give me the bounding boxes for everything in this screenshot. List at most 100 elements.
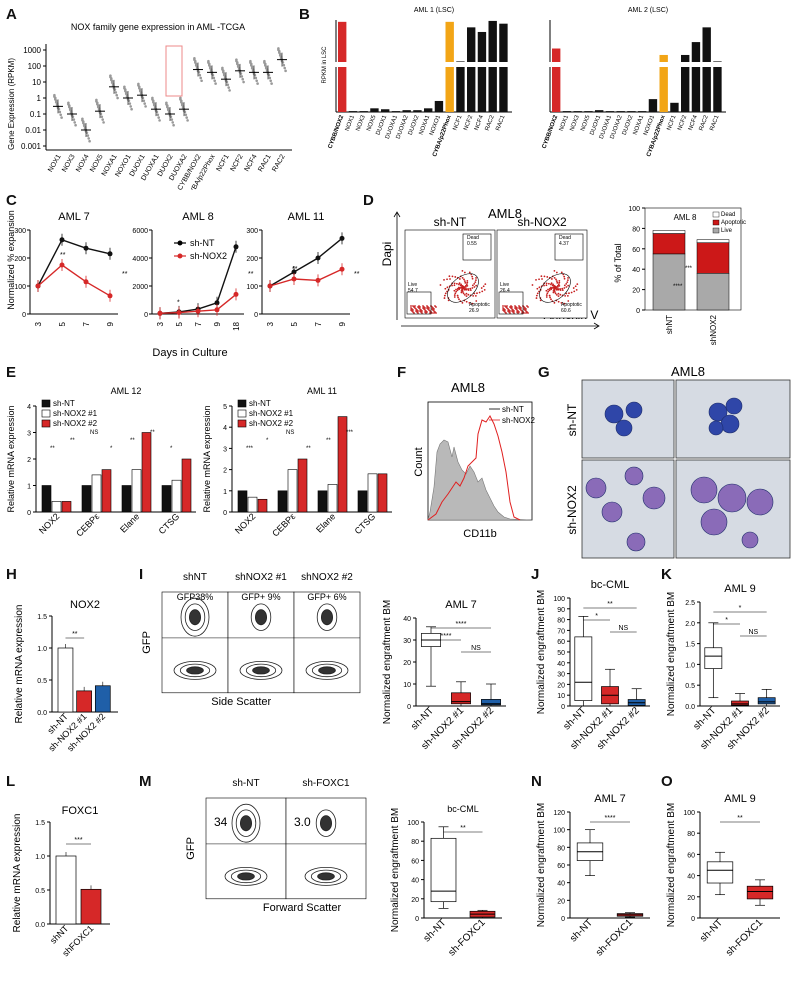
panel-a-gene-label: NCF1 xyxy=(216,153,231,172)
panel-d-event xyxy=(461,269,464,272)
panel-c-chart-title: AML 7 xyxy=(58,211,89,223)
panel-d-event xyxy=(471,284,474,287)
panel-b-chart-title: AML 1 (LSC) xyxy=(414,7,454,14)
H-chart-bar xyxy=(76,690,92,713)
panel-a-point xyxy=(144,105,147,108)
panel-d-event xyxy=(455,288,457,291)
panel-e-bar xyxy=(297,458,308,513)
panel-k-box-chart: AML 9 Normalized engraftment BM 0.0 0.5 1.0 1… xyxy=(666,583,780,752)
panel-e-ytick-label: 1 xyxy=(223,489,227,496)
panel-d-event xyxy=(480,287,483,289)
panel-d-event xyxy=(543,284,545,287)
panel-d-bar-ytick-label: 20 xyxy=(632,288,640,295)
panel-d-event xyxy=(553,289,556,292)
panel-d-bar-ytick-label: 40 xyxy=(632,267,640,274)
panel-a-point xyxy=(185,116,188,119)
panel-a-point xyxy=(82,124,86,128)
panel-a-point xyxy=(249,61,252,64)
panel-d-event xyxy=(558,281,561,284)
K-box-ylabel: Normalized engraftment BM xyxy=(666,592,677,717)
panel-d-event xyxy=(570,291,573,294)
I-flow-contour-lower xyxy=(252,666,270,675)
panel-d-event xyxy=(458,288,461,291)
panel-b-gene-label: NOX5 xyxy=(580,114,591,132)
I-flow-contour-upper xyxy=(250,603,272,631)
I-box-annot: **** xyxy=(456,621,467,628)
panel-d-event xyxy=(557,292,560,295)
panel-d-event xyxy=(574,285,577,288)
panel-letter-o: O xyxy=(661,773,673,790)
panel-b-bar xyxy=(359,111,368,112)
panel-b-bar xyxy=(424,108,433,112)
J-box-annot: NS xyxy=(618,625,628,632)
N-box-title: AML 7 xyxy=(594,793,625,805)
panel-d-event xyxy=(521,312,523,314)
panel-m-box-chart: bc-CML Normalized engraftment BM 0 20 40 60 80… xyxy=(390,804,502,959)
O-box-ytick-label: 60 xyxy=(687,852,695,859)
panel-a-point xyxy=(250,64,253,67)
panel-d-bar-ytick-label: 0 xyxy=(636,308,640,315)
panel-a-point xyxy=(72,118,76,121)
panel-d-event xyxy=(516,311,518,313)
I-flow-contour-upper xyxy=(255,609,268,626)
panel-d-event xyxy=(443,297,446,299)
panel-d-event xyxy=(462,292,465,295)
panel-d-event xyxy=(461,289,464,292)
J-box-ytick-label: 100 xyxy=(553,596,565,603)
cell xyxy=(690,476,718,504)
panel-e-bar xyxy=(41,485,52,513)
I-box-annot: **** xyxy=(441,633,452,640)
panel-e: AML 12 Relative mRNA expression 0 1 2 3 4 NOX2 C… xyxy=(6,386,392,539)
panel-e-bar xyxy=(91,474,102,513)
panel-j: bc-CML Normalized engraftment BM 0 10 20 30 40… xyxy=(536,579,650,752)
panel-d-gate-dead xyxy=(554,233,584,261)
cell xyxy=(615,419,633,437)
panel-d-bar-chart: AML 8 % of Total 0 20 40 60 80 100 shNT shNOX2 Dea… xyxy=(613,206,746,345)
panel-e-bar xyxy=(237,490,248,513)
panel-c-point-shnt xyxy=(291,269,297,275)
panel-d-event xyxy=(555,293,558,296)
panel-e-bar xyxy=(287,469,298,513)
panel-f-title: AML8 xyxy=(451,380,485,395)
panel-a-point xyxy=(235,59,238,63)
panel-e-chart-aml12: AML 12 Relative mRNA expression 0 1 2 3 4 NOX2 C… xyxy=(6,386,196,539)
panel-e-ylabel: Relative mRNA expression xyxy=(6,405,16,512)
J-box-annot: * xyxy=(595,613,598,620)
panel-b-bar xyxy=(434,100,444,112)
panel-a-point xyxy=(95,100,98,103)
panel-d-event xyxy=(463,278,465,281)
panel-d-event xyxy=(476,292,478,295)
panel-b-bar xyxy=(348,111,358,112)
panel-c-point-shnox2 xyxy=(291,276,297,282)
panel-d-event xyxy=(469,287,472,290)
panel-d-event xyxy=(541,278,543,280)
panel-a-point xyxy=(143,102,146,105)
panel-d-event xyxy=(456,289,459,292)
panel-c-xtick-label: 18 xyxy=(232,321,241,330)
panel-a-point xyxy=(73,121,76,124)
panel-d-event xyxy=(463,293,466,296)
panel-a-point xyxy=(165,102,168,106)
panel-a-point xyxy=(268,76,272,80)
panel-g-row-label-shnt: sh-NT xyxy=(565,403,579,436)
M-flow-contour-lower xyxy=(304,867,348,886)
panel-d-flow-frame xyxy=(404,229,496,319)
N-box-category: sh-FOXC1 xyxy=(594,917,635,958)
panel-d-gate-label-dead: Dead xyxy=(559,235,571,241)
panel-b-gene-label: NOX3 xyxy=(356,114,367,132)
panel-a-point xyxy=(101,118,104,121)
cell xyxy=(700,508,728,536)
panel-b-bar xyxy=(391,111,401,112)
panel-d-gate-label-live: Live xyxy=(500,282,509,288)
N-box-ytick-label: 40 xyxy=(557,881,565,888)
panel-d-event xyxy=(463,280,466,283)
panel-i-box-chart: AML 7 Normalized engraftment BM 0 10 20 30 40 s… xyxy=(382,599,506,752)
I-flow-sample-label: shNOX2 #2 xyxy=(301,572,353,583)
panel-a-point xyxy=(263,61,266,64)
M-flow-contour-lower xyxy=(230,869,262,884)
panel-d-event xyxy=(465,300,468,303)
panel-g-cells xyxy=(585,397,774,552)
panel-d-event xyxy=(557,295,560,298)
panel-e-legend-swatch xyxy=(41,409,51,418)
panel-c-ytick-label: 0 xyxy=(144,312,148,319)
